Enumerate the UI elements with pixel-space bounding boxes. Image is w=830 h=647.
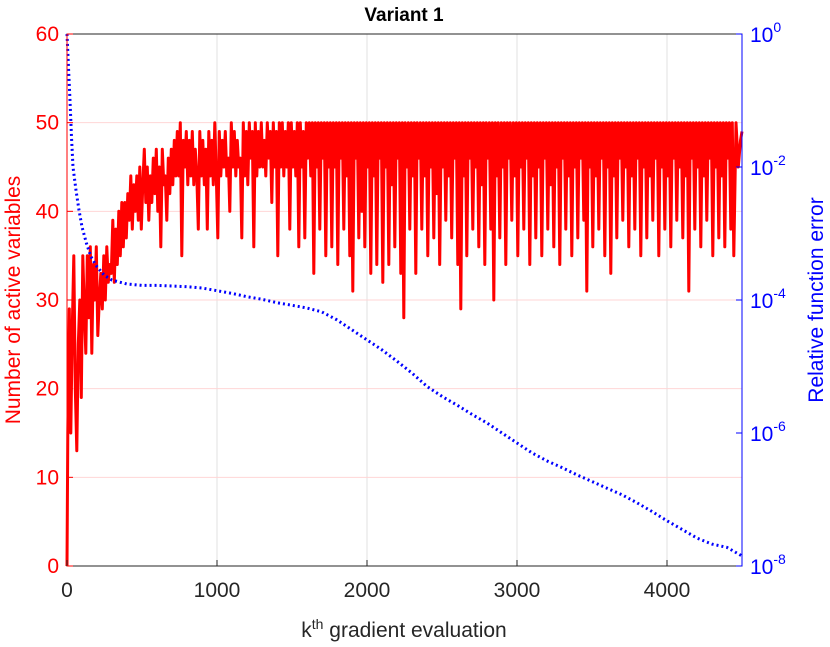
x-tick-label: 2000 xyxy=(344,579,391,602)
y-left-tick-label: 0 xyxy=(47,555,59,578)
y-right-tick-label: 10-8 xyxy=(750,551,786,579)
y-right-tick-exp: -6 xyxy=(773,418,786,434)
y-axis-right-label: Relative function error xyxy=(805,197,828,402)
y-right-tick-base: 10 xyxy=(750,24,773,47)
y-right-tick-exp: -4 xyxy=(773,285,786,301)
y-right-tick-exp: -2 xyxy=(773,152,786,168)
series-relative-error xyxy=(65,33,743,558)
y-left-tick-label: 40 xyxy=(36,200,59,223)
chart-title: Variant 1 xyxy=(364,5,444,26)
y-right-tick-label: 10-4 xyxy=(750,285,786,313)
x-tick-label: 4000 xyxy=(644,579,691,602)
axis-ticks: 0 1000 2000 3000 4000010203040506010-810-610… xyxy=(36,19,786,602)
y-left-tick-label: 60 xyxy=(36,23,59,46)
y-right-tick-exp: -8 xyxy=(773,551,786,567)
series-active-variables xyxy=(65,121,744,567)
x-axis-label-rest: gradient evaluation xyxy=(323,619,506,642)
y-left-tick-label: 20 xyxy=(36,378,59,401)
x-axis-label-sup: th xyxy=(312,616,324,632)
x-tick-label: 3000 xyxy=(494,579,541,602)
x-tick-label: 1000 xyxy=(194,579,241,602)
x-tick-label: 0 xyxy=(61,579,73,602)
y-right-tick-label: 10-2 xyxy=(750,152,786,180)
y-right-tick-exp: 0 xyxy=(773,19,781,35)
y-right-tick-label: 100 xyxy=(750,19,781,47)
x-axis-label: kth gradient evaluation xyxy=(301,616,507,642)
relative-error-line xyxy=(65,33,743,558)
y-left-tick-label: 10 xyxy=(36,466,59,489)
x-axis-label-base: k xyxy=(301,619,312,642)
active-variables-line xyxy=(65,121,744,567)
y-left-tick-label: 30 xyxy=(36,289,59,312)
y-right-tick-base: 10 xyxy=(750,290,773,313)
y-right-tick-base: 10 xyxy=(750,157,773,180)
y-right-tick-base: 10 xyxy=(750,423,773,446)
y-right-tick-label: 10-6 xyxy=(750,418,786,446)
y-axis-left-label: Number of active variables xyxy=(2,176,25,425)
y-left-tick-label: 50 xyxy=(36,112,59,135)
y-right-tick-base: 10 xyxy=(750,556,773,579)
